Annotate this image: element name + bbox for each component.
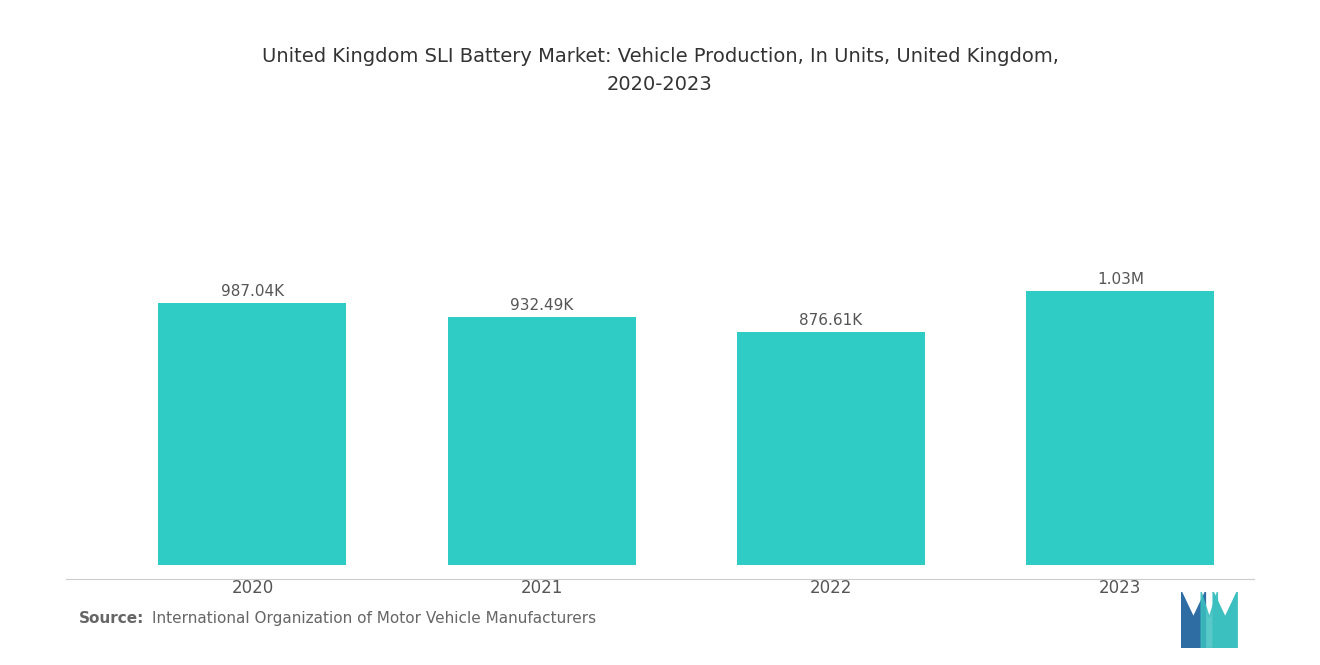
Text: United Kingdom SLI Battery Market: Vehicle Production, In Units, United Kingdom,: United Kingdom SLI Battery Market: Vehic…	[261, 47, 1059, 94]
Polygon shape	[1181, 592, 1205, 648]
Bar	[737, 332, 925, 565]
Bar	[447, 317, 636, 565]
Text: 987.04K: 987.04K	[220, 284, 284, 299]
Text: 1.03M: 1.03M	[1097, 272, 1144, 287]
Bar	[158, 303, 346, 565]
Bar	[1027, 291, 1214, 565]
Polygon shape	[1201, 592, 1217, 648]
Text: 932.49K: 932.49K	[510, 298, 573, 313]
Text: International Organization of Motor Vehicle Manufacturers: International Organization of Motor Vehi…	[152, 611, 595, 626]
Polygon shape	[1213, 592, 1237, 648]
Text: Source:: Source:	[79, 611, 145, 626]
Text: 876.61K: 876.61K	[800, 313, 863, 328]
